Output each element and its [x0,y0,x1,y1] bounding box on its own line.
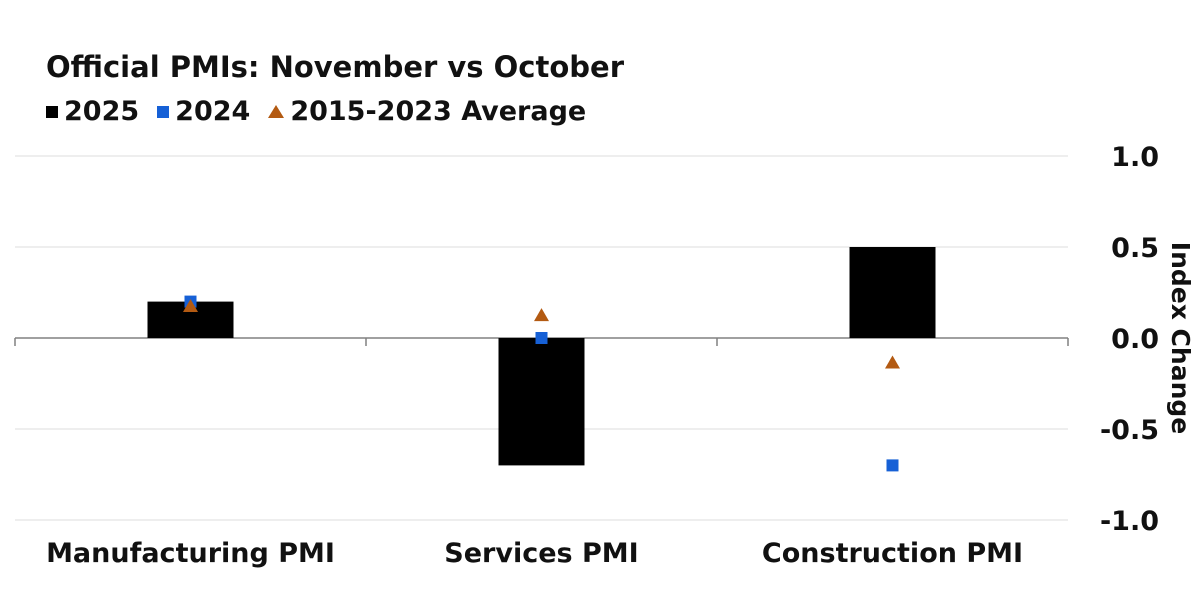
y-tick-label: -1.0 [1100,506,1159,537]
point-2024 [886,459,899,472]
point-2015-2023-average [534,308,549,322]
chart-title: Official PMIs: November vs October [46,50,625,84]
point-2024 [535,332,548,344]
legend: 2025 2024 2015-2023 Average [46,96,604,127]
point-2015-2023-average [183,299,198,313]
x-category-label: Construction PMI [762,538,1023,569]
legend-marker-2024 [157,105,170,118]
bar-2025 [849,247,936,338]
y-axis-ticks: 1.0 0.5 0.0 -0.5 -1.0 [1100,142,1159,537]
y-tick-label: 1.0 [1111,142,1159,173]
legend-marker-average [268,105,285,118]
legend-marker-2025 [46,105,58,118]
legend-item-2024: 2024 [157,96,250,127]
y-tick-label: -0.5 [1100,415,1159,446]
legend-label-2025: 2025 [64,96,140,127]
x-axis-categories: Manufacturing PMI Services PMI Constructio… [46,538,1023,569]
bar-2025 [498,338,585,466]
x-category-label: Manufacturing PMI [46,538,335,569]
bar-series-2025 [147,247,936,466]
legend-label-average: 2015-2023 Average [290,96,587,127]
y-tick-label: 0.0 [1111,324,1159,355]
legend-item-2025: 2025 [46,96,139,127]
y-axis-label: Index Change [1166,242,1195,434]
y-tick-label: 0.5 [1111,233,1159,264]
x-category-label: Services PMI [444,538,638,569]
point-2015-2023-average [885,355,900,369]
point-series [183,295,900,472]
legend-label-2024: 2024 [175,96,251,127]
legend-item-average: 2015-2023 Average [268,96,586,127]
